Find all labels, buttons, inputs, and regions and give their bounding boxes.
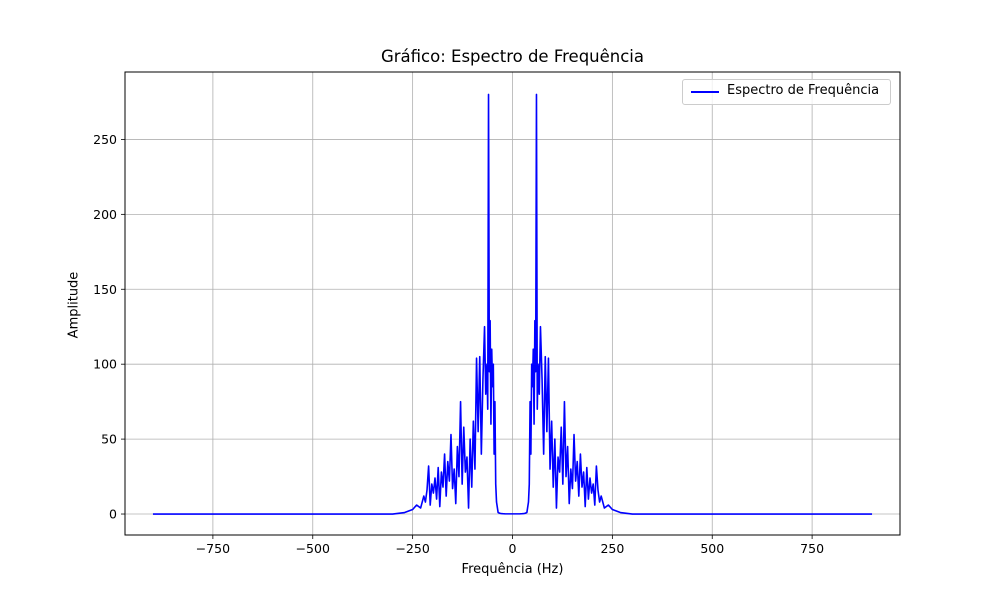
- y-tick-label: 0: [109, 507, 117, 522]
- y-tick-label: 250: [93, 132, 117, 147]
- x-tick-label: 0: [509, 541, 517, 556]
- series-line: [152, 93, 873, 515]
- y-tick-label: 150: [93, 282, 117, 297]
- chart-title: Gráfico: Espectro de Frequência: [380, 47, 645, 66]
- y-axis-label: Amplitude: [66, 271, 82, 339]
- y-tick-label: 50: [101, 432, 117, 447]
- x-tick-label: −250: [395, 541, 429, 556]
- y-tick-label: 100: [93, 357, 117, 372]
- x-tick-label: 250: [600, 541, 624, 556]
- legend-line-swatch: [691, 91, 719, 93]
- x-tick-label: −500: [296, 541, 330, 556]
- x-tick-label: −750: [196, 541, 230, 556]
- x-axis-label: Frequência (Hz): [461, 562, 564, 577]
- x-tick-label: 750: [800, 541, 824, 556]
- x-tick-label: 500: [700, 541, 724, 556]
- legend: Espectro de Frequência: [682, 79, 891, 105]
- legend-label: Espectro de Frequência: [727, 83, 880, 98]
- y-tick-label: 200: [93, 207, 117, 222]
